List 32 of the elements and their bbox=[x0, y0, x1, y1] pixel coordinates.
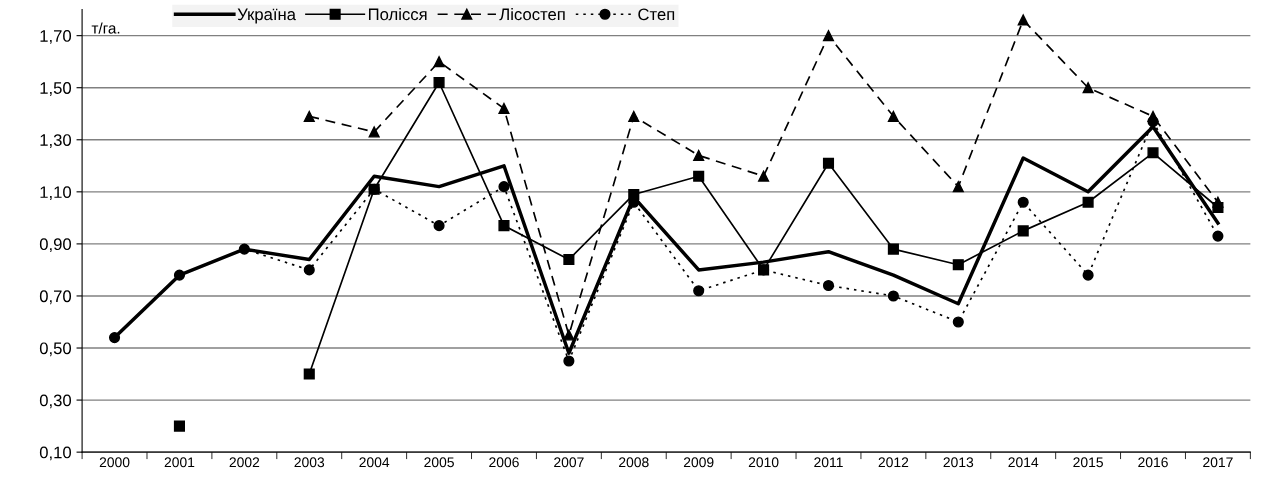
legend-label: Україна bbox=[237, 8, 296, 24]
x-tick-label: 2001 bbox=[164, 457, 195, 468]
x-tick-label: 2015 bbox=[1073, 457, 1103, 468]
x-tick-label: 2005 bbox=[424, 457, 454, 468]
x-tick-label: 2004 bbox=[359, 457, 390, 468]
y-tick-label: 1,70 bbox=[40, 30, 72, 44]
x-tick-label: 2010 bbox=[748, 457, 779, 468]
x-tick-label: 2008 bbox=[619, 457, 649, 468]
x-tick-label: 2011 bbox=[814, 457, 843, 468]
y-tick-label: 0,10 bbox=[39, 446, 72, 461]
y-axis-title: т/га. bbox=[91, 22, 120, 34]
y-tick-label: 0,50 bbox=[39, 342, 72, 357]
legend-label: Лісостеп bbox=[499, 8, 565, 21]
x-tick-label: 2012 bbox=[878, 457, 909, 468]
x-tick-label: 2017 bbox=[1203, 457, 1233, 468]
y-tick-label: 0,70 bbox=[39, 290, 72, 305]
legend-label: Полісся bbox=[368, 8, 427, 21]
x-tick-label: 2006 bbox=[489, 457, 519, 468]
x-tick-label: 2003 bbox=[294, 457, 325, 468]
y-tick-label: 0,30 bbox=[39, 394, 72, 409]
y-tick-label: 1,30 bbox=[40, 134, 72, 148]
x-tick-label: 2016 bbox=[1138, 457, 1168, 468]
x-tick-label: 2013 bbox=[943, 457, 974, 468]
y-tick-label: 1,10 bbox=[40, 186, 72, 201]
x-tick-label: 2007 bbox=[554, 457, 584, 468]
legend-label: Степ bbox=[638, 8, 675, 21]
x-tick-label: 2002 bbox=[229, 457, 260, 468]
x-tick-label: 2000 bbox=[99, 457, 130, 468]
y-tick-label: 1,50 bbox=[40, 82, 72, 96]
y-tick-label: 0,90 bbox=[39, 238, 72, 253]
x-tick-label: 2014 bbox=[1008, 457, 1039, 468]
x-tick-label: 2009 bbox=[683, 457, 714, 468]
